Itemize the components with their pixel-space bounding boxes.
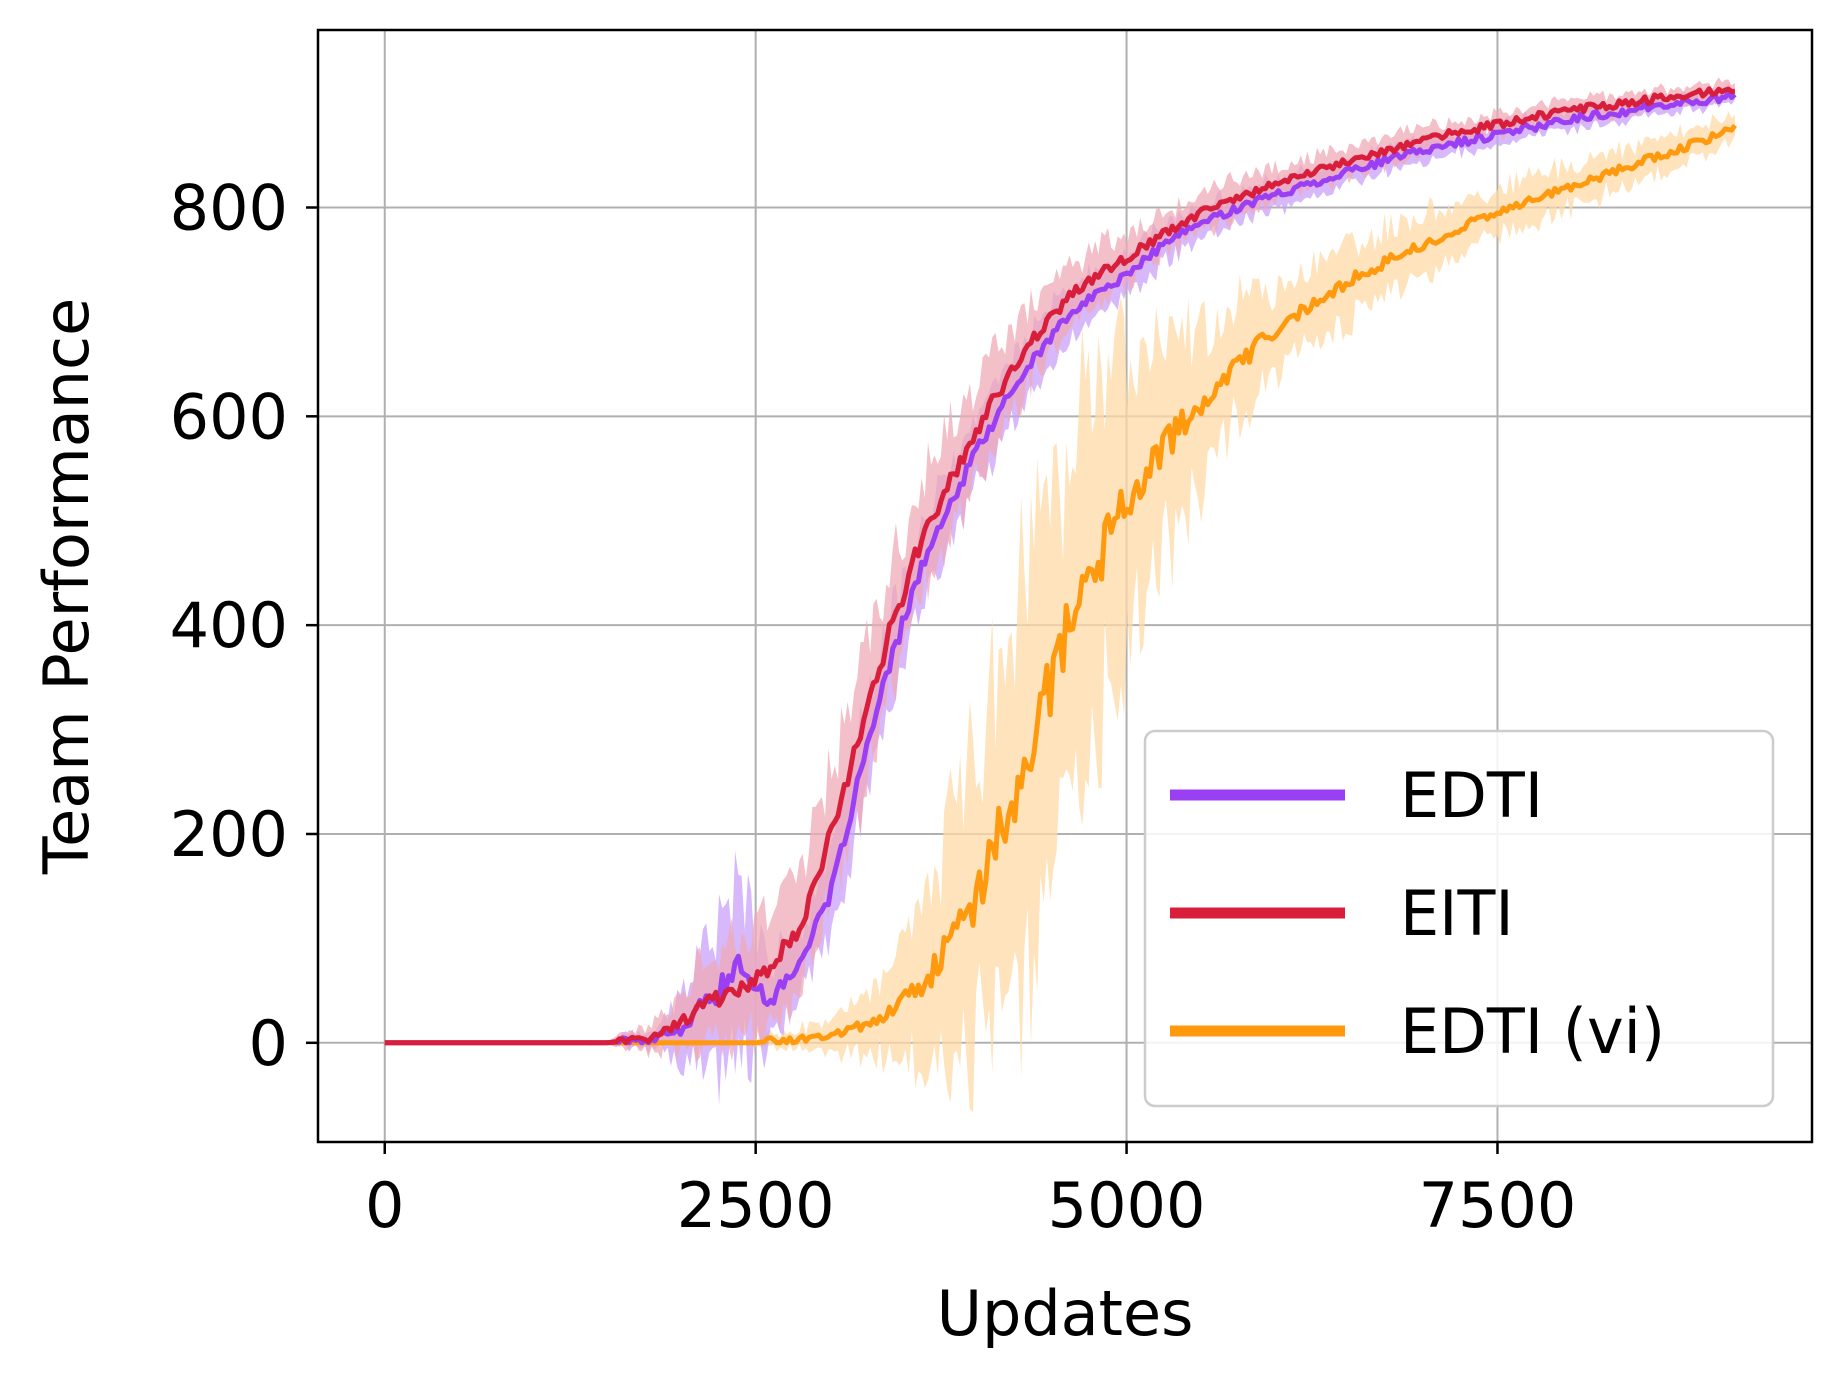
legend-label: EDTI (vi) — [1400, 995, 1665, 1068]
x-axis-title: Updates — [937, 1277, 1194, 1350]
legend-box — [1143, 729, 1775, 1108]
legend-label: EITI — [1400, 877, 1514, 950]
y-tick-label: 600 — [170, 380, 288, 453]
x-axis-ticks: 0 2500 5000 7500 — [365, 1142, 1576, 1242]
x-tick-label: 7500 — [1419, 1169, 1577, 1242]
plot-area-frame — [316, 28, 1814, 1144]
series-line-eiti — [384, 86, 1736, 1046]
y-tick-label: 400 — [170, 589, 288, 662]
y-axis-ticks: 0 200 400 600 800 — [170, 172, 318, 1080]
y-axis-title: Team Performance — [30, 298, 103, 875]
y-tick-label: 0 — [249, 1007, 288, 1080]
legend-label: EDTI — [1400, 759, 1543, 832]
series-lines — [384, 86, 1737, 1046]
y-tick-label: 800 — [170, 172, 288, 245]
legend: EDTI EITI EDTI (vi) — [1143, 729, 1775, 1108]
y-tick-label: 200 — [170, 798, 288, 871]
x-tick-label: 2500 — [677, 1169, 835, 1242]
x-tick-label: 0 — [365, 1169, 404, 1242]
x-tick-label: 5000 — [1048, 1169, 1206, 1242]
confidence-bands — [384, 77, 1735, 1112]
band-edti-vi — [384, 111, 1735, 1112]
